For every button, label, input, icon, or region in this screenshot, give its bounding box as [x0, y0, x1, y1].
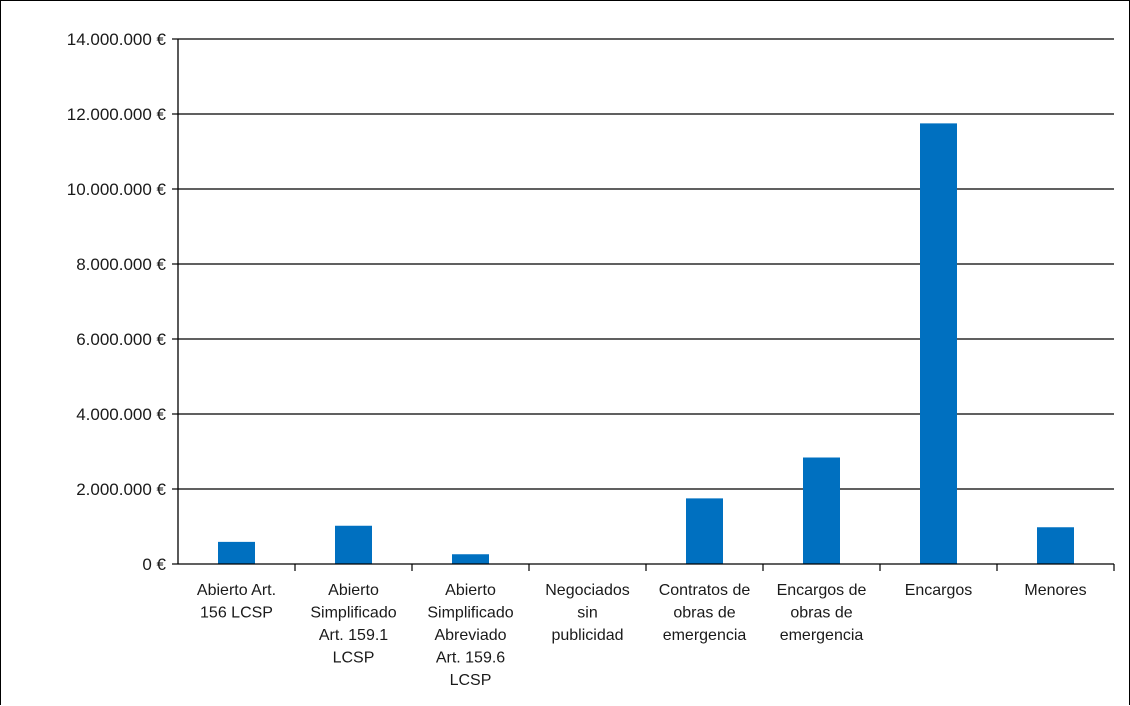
x-tick-label-line: LCSP: [450, 672, 492, 689]
y-tick-label: 12.000.000 €: [67, 105, 167, 124]
y-tick-label: 4.000.000 €: [76, 405, 166, 424]
x-tick-label-line: 156 LCSP: [200, 605, 273, 622]
x-tick-label-line: emergencia: [780, 627, 864, 644]
x-tick-label-line: LCSP: [333, 650, 375, 667]
x-tick-label-line: Negociados: [545, 582, 630, 599]
x-tick-label-line: Encargos: [905, 582, 973, 599]
x-tick-label-line: publicidad: [551, 627, 623, 644]
y-tick-label: 10.000.000 €: [67, 180, 167, 199]
bar: [686, 498, 723, 564]
y-tick-label: 14.000.000 €: [67, 30, 167, 49]
x-tick-label-line: Abierto: [328, 582, 379, 599]
x-tick-label-line: emergencia: [663, 627, 747, 644]
x-tick-label-line: Art. 159.6: [436, 650, 505, 667]
x-tick-label: Abierto Simplificado Art. 159.1 LCSP: [310, 582, 396, 667]
x-tick-label: Encargos: [905, 582, 973, 599]
y-tick-label: 2.000.000 €: [76, 480, 166, 499]
bar: [920, 123, 957, 564]
x-tick-label-line: Art. 159.1: [319, 627, 388, 644]
x-tick-label-line: Encargos de: [777, 582, 867, 599]
x-tick-label: Abierto Simplificado Abreviado Art. 159.6 LC…: [427, 582, 513, 689]
x-tick-label: Encargos de obras de emergencia: [777, 582, 867, 644]
y-tick-label: 0 €: [142, 555, 166, 574]
y-tick-label: 6.000.000 €: [76, 330, 166, 349]
x-tick-label-line: sin: [577, 605, 597, 622]
y-tick-labels: 0 € 2.000.000 € 4.000.000 € 6.000.000 € 8.00…: [67, 30, 167, 574]
bar: [335, 525, 372, 564]
gridlines: [178, 38, 1114, 490]
x-tick-label: Menores: [1024, 582, 1086, 599]
x-tick-label-line: Simplificado: [427, 605, 513, 622]
bars: [218, 123, 1074, 564]
x-tick-label-line: Simplificado: [310, 605, 396, 622]
bar: [218, 541, 255, 564]
y-tick-label: 8.000.000 €: [76, 255, 166, 274]
x-tick-label-line: Menores: [1024, 582, 1086, 599]
axes: [172, 38, 1115, 571]
bar: [452, 554, 489, 564]
x-tick-label: Abierto Art. 156 LCSP: [197, 582, 276, 622]
x-tick-label-line: Abreviado: [434, 627, 506, 644]
x-tick-label: Negociados sin publicidad: [545, 582, 630, 644]
x-tick-label-line: Contratos de: [659, 582, 751, 599]
x-tick-label: Contratos de obras de emergencia: [659, 582, 751, 644]
bar: [1037, 527, 1074, 564]
bar: [803, 457, 840, 564]
x-tick-label-line: Abierto: [445, 582, 496, 599]
x-tick-label-line: obras de: [673, 605, 735, 622]
x-tick-label-line: Abierto Art.: [197, 582, 276, 599]
x-tick-label-line: obras de: [790, 605, 852, 622]
